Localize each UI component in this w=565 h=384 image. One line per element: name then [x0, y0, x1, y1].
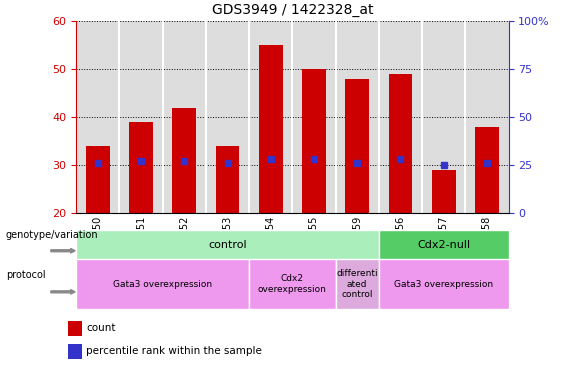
Bar — [86, 146, 110, 213]
Bar — [336, 21, 379, 213]
Text: differenti
ated
control: differenti ated control — [336, 269, 378, 299]
Bar — [163, 21, 206, 213]
Bar — [389, 74, 412, 213]
Text: protocol: protocol — [6, 270, 45, 280]
Text: genotype/variation: genotype/variation — [6, 230, 98, 240]
Bar — [432, 170, 455, 213]
Bar — [259, 45, 282, 213]
Bar — [76, 230, 379, 259]
Bar — [379, 230, 508, 259]
Bar — [466, 21, 509, 213]
Text: Cdx2
overexpression: Cdx2 overexpression — [258, 275, 327, 294]
Bar — [336, 259, 379, 309]
Bar — [249, 21, 293, 213]
Bar — [76, 21, 120, 213]
Text: count: count — [86, 323, 115, 333]
Bar — [172, 108, 196, 213]
Bar — [422, 21, 466, 213]
Title: GDS3949 / 1422328_at: GDS3949 / 1422328_at — [212, 3, 373, 17]
Bar — [129, 122, 153, 213]
Bar — [379, 259, 508, 309]
Text: percentile rank within the sample: percentile rank within the sample — [86, 346, 262, 356]
Bar — [302, 69, 326, 213]
Bar — [249, 259, 336, 309]
Bar — [76, 259, 249, 309]
Text: control: control — [208, 240, 247, 250]
Bar — [475, 127, 499, 213]
Bar — [216, 146, 240, 213]
Bar — [120, 21, 163, 213]
Bar — [206, 21, 249, 213]
Bar — [379, 21, 422, 213]
Text: Gata3 overexpression: Gata3 overexpression — [113, 280, 212, 289]
Bar — [345, 79, 369, 213]
Text: Gata3 overexpression: Gata3 overexpression — [394, 280, 493, 289]
Bar — [293, 21, 336, 213]
Text: Cdx2-null: Cdx2-null — [417, 240, 470, 250]
